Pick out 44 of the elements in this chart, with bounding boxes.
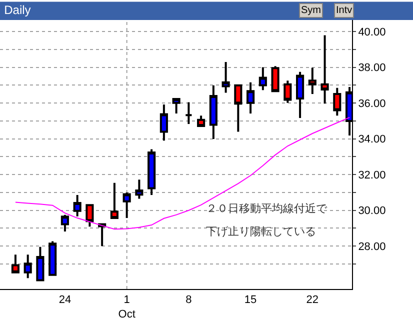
- candlestick: [184, 101, 193, 126]
- candlestick: [11, 254, 20, 274]
- candlestick: [172, 98, 180, 114]
- candlestick: [271, 65, 280, 93]
- candlestick: [148, 148, 156, 196]
- candlestick: [209, 84, 218, 140]
- candlestick: [320, 34, 329, 105]
- y-tick-label: 34.00: [358, 134, 386, 146]
- candlestick: [234, 84, 242, 133]
- candlestick: [160, 104, 168, 142]
- x-tick-label: 24: [58, 294, 72, 306]
- candlestick: [122, 191, 131, 220]
- y-tick-label: 38.00: [358, 62, 386, 74]
- candlestick: [73, 194, 82, 218]
- text: Sym: [301, 5, 321, 16]
- x-tick-label: 22: [306, 294, 319, 306]
- candlestick: [24, 254, 32, 280]
- candlestick: [197, 114, 206, 128]
- candlestick: [258, 66, 267, 92]
- annotation: 下げ止り陽転している: [206, 225, 316, 238]
- candlestick: [110, 182, 118, 220]
- candlestick: [333, 86, 342, 117]
- candlestick: [86, 204, 94, 228]
- candlestick: [48, 240, 57, 277]
- text: Intv: [336, 5, 352, 16]
- chart-title: Daily: [4, 3, 31, 18]
- x-tick-label: 1 Oct: [118, 294, 136, 320]
- x-tick-label: 8: [186, 294, 192, 306]
- candlestick: [296, 70, 304, 119]
- candlestick: [246, 81, 255, 114]
- candlestick: [98, 223, 106, 248]
- candlestick: [284, 80, 292, 104]
- candlestick: [36, 246, 44, 282]
- candlestick: [60, 214, 69, 232]
- candlestick: [222, 61, 230, 94]
- x-tick-label: 15: [244, 294, 257, 306]
- candlestick: [308, 66, 316, 95]
- y-tick-label: 32.00: [358, 169, 386, 182]
- y-tick-label: 28.00: [358, 240, 386, 253]
- candlestick: [135, 178, 144, 200]
- annotation: ２０日移動平均線付近で: [206, 202, 328, 215]
- y-tick-label: 40.00: [358, 26, 386, 38]
- y-tick-label: 30.00: [358, 205, 386, 218]
- y-tick-label: 36.00: [358, 98, 386, 110]
